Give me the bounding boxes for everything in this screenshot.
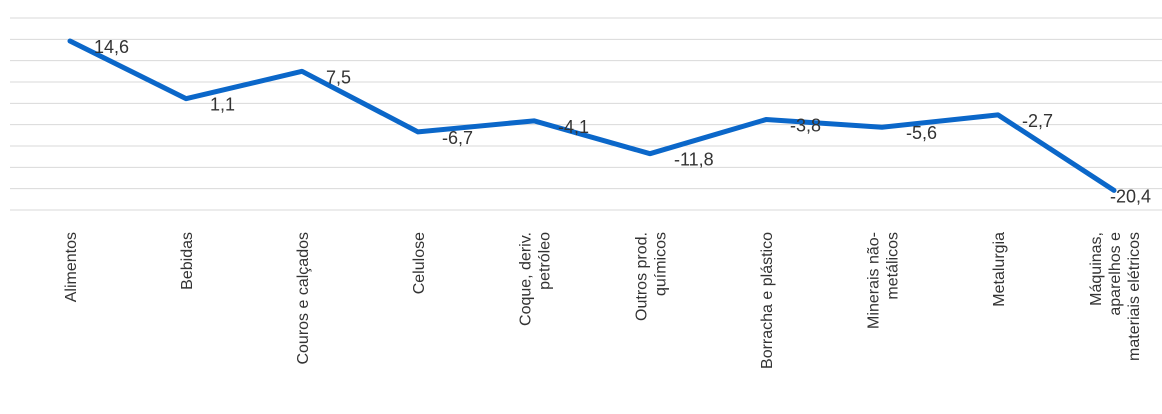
category-label-line: Celulose (411, 232, 428, 294)
category-labels: Alimentos Bebidas Couros e calçados Celulos… (63, 232, 1143, 369)
category-label: Coque, deriv. petróleo (518, 232, 554, 326)
data-point (880, 125, 884, 129)
data-label: -11,8 (674, 150, 714, 170)
data-label: -4,1 (558, 117, 589, 137)
data-point (996, 113, 1000, 117)
data-label: 7,5 (326, 67, 351, 87)
data-point (184, 97, 188, 101)
category-label-line: aparelhos e (1107, 232, 1124, 316)
data-point (764, 118, 768, 122)
data-point (1112, 188, 1116, 192)
data-point (68, 39, 72, 43)
category-label-line: Outros prod. (634, 232, 651, 321)
category-label-line: Bebidas (179, 232, 196, 290)
category-label-line: Borracha e plástico (759, 232, 776, 369)
category-label-line: Coque, deriv. (518, 232, 535, 326)
category-label-line: Couros e calçados (295, 232, 312, 365)
data-labels: 14,6 1,1 7,5 -6,7 -4,1 -11,8 -3,8 -5,6 -2,7 -20,4 (94, 37, 1151, 206)
data-label: -2,7 (1022, 111, 1053, 131)
category-label: Borracha e plástico (759, 232, 776, 369)
data-label: 1,1 (210, 95, 235, 115)
category-label-line: Minerais não- (866, 232, 883, 329)
category-label: Alimentos (63, 232, 80, 302)
category-label: Couros e calçados (295, 232, 312, 365)
data-label: -5,6 (906, 123, 937, 143)
category-label-line: Metalurgia (991, 232, 1008, 307)
category-label-line: Máquinas, (1088, 232, 1105, 306)
gridlines (10, 17, 1162, 211)
category-label-line: Alimentos (63, 232, 80, 302)
series-group (67, 38, 1117, 193)
data-point (416, 130, 420, 134)
data-point (300, 69, 304, 73)
data-label: -6,7 (442, 128, 473, 148)
category-label-line: materiais elétricos (1126, 232, 1143, 361)
data-point (648, 152, 652, 156)
category-label: Máquinas, aparelhos e materiais elétricos (1088, 232, 1143, 361)
category-label-line: químicos (653, 232, 670, 296)
category-label-line: metálicos (885, 232, 902, 300)
category-label: Celulose (411, 232, 428, 294)
data-label: -3,8 (790, 116, 821, 136)
category-label-line: petróleo (537, 232, 554, 290)
data-label: 14,6 (94, 37, 129, 57)
data-label: -20,4 (1110, 186, 1151, 206)
category-label: Outros prod. químicos (634, 232, 670, 321)
category-label: Metalurgia (991, 232, 1008, 307)
series-line (67, 38, 1117, 193)
category-label: Minerais não-metálicos (866, 232, 902, 329)
data-point (532, 119, 536, 123)
category-label: Bebidas (179, 232, 196, 290)
